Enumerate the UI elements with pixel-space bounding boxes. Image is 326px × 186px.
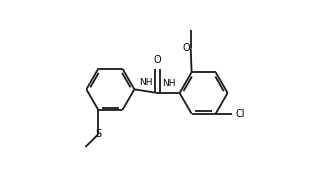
- Text: S: S: [95, 129, 101, 139]
- Text: O: O: [182, 43, 190, 53]
- Text: Cl: Cl: [236, 109, 245, 119]
- Text: O: O: [154, 55, 161, 65]
- Text: NH: NH: [139, 78, 153, 86]
- Text: NH: NH: [162, 79, 175, 88]
